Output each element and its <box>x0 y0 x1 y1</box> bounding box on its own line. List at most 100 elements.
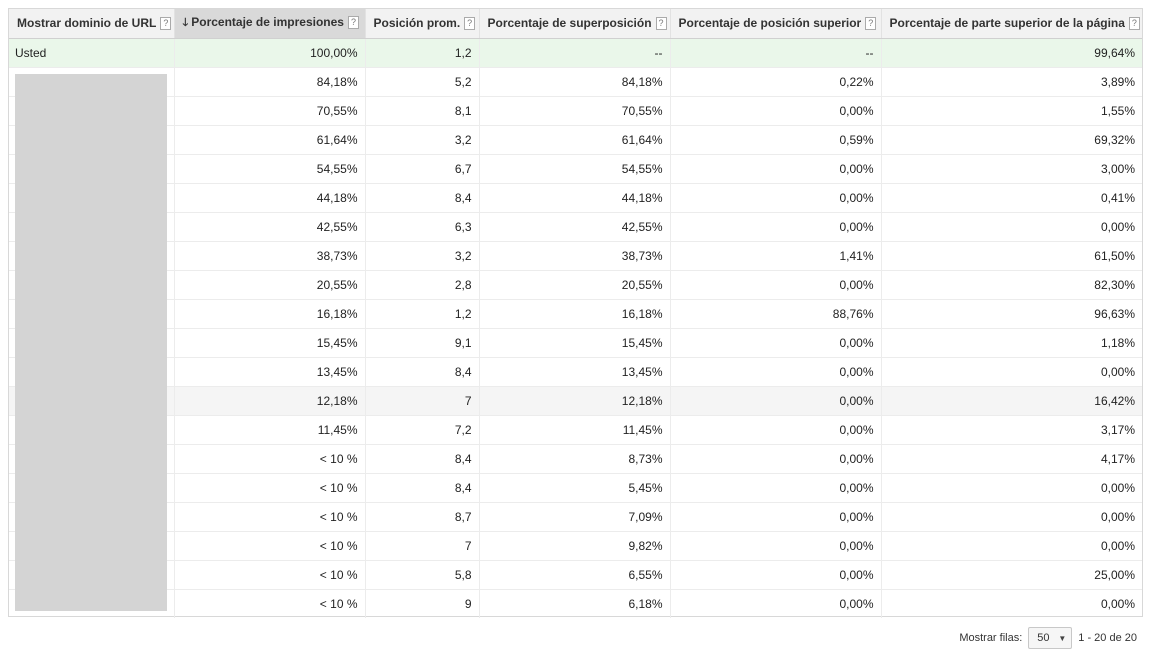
help-icon[interactable]: ? <box>1128 17 1140 31</box>
table-row: 70,55% 8,1 70,55% 0,00% 1,55% <box>9 96 1142 126</box>
cell-top-of-page-rate: 0,00% <box>881 212 1142 242</box>
cell-top-of-page-rate: 99,64% <box>881 38 1142 68</box>
auction-insights-table-container: Mostrar dominio de URL? 🡓 Porcentaje de i… <box>8 8 1143 618</box>
table-row-you: Usted 100,00% 1,2 -- -- 99,64% <box>9 38 1142 68</box>
cell-overlap-rate: 8,73% <box>479 444 671 474</box>
cell-overlap-rate: 15,45% <box>479 328 671 358</box>
cell-overlap-rate: 7,09% <box>479 502 671 532</box>
cell-impression-share: 12,18% <box>174 386 366 416</box>
help-icon[interactable]: ? <box>464 17 476 31</box>
column-header-overlap-rate[interactable]: Porcentaje de superposición? <box>479 9 671 39</box>
table-row: < 10 % 9 6,18% 0,00% 0,00% <box>9 589 1142 618</box>
table-row: 11,45% 7,2 11,45% 0,00% 3,17% <box>9 415 1142 445</box>
cell-overlap-rate: 9,82% <box>479 531 671 561</box>
help-icon[interactable]: ? <box>655 17 667 31</box>
auction-insights-table: Mostrar dominio de URL? 🡓 Porcentaje de i… <box>9 9 1142 618</box>
column-header-impression-share[interactable]: 🡓 Porcentaje de impresiones? <box>174 9 366 39</box>
cell-overlap-rate: 5,45% <box>479 473 671 503</box>
table-row: 38,73% 3,2 38,73% 1,41% 61,50% <box>9 241 1142 271</box>
cell-overlap-rate: 11,45% <box>479 415 671 445</box>
cell-overlap-rate: 38,73% <box>479 241 671 271</box>
cell-avg-position: 1,2 <box>365 299 480 329</box>
cell-avg-position: 5,2 <box>365 67 480 97</box>
cell-position-above-rate: 0,00% <box>670 531 882 561</box>
cell-impression-share: 61,64% <box>174 125 366 155</box>
column-label: Porcentaje de parte superior de la págin… <box>889 16 1125 31</box>
cell-top-of-page-rate: 0,00% <box>1100 596 1135 611</box>
cell-top-of-page-rate: 0,41% <box>881 183 1142 213</box>
cell-overlap-rate: 70,55% <box>479 96 671 126</box>
column-label: Posición prom. <box>373 16 461 31</box>
cell-top-of-page-rate: 16,42% <box>881 386 1142 416</box>
cell-top-of-page-rate: 0,00% <box>881 473 1142 503</box>
cell-impression-share: 20,55% <box>174 270 366 300</box>
column-label: Porcentaje de superposición <box>487 16 652 31</box>
help-icon[interactable]: ? <box>160 17 172 31</box>
cell-impression-share: 13,45% <box>174 357 366 387</box>
rows-per-page-select[interactable]: 50 ▼ <box>1028 627 1073 649</box>
column-header-top-of-page-rate[interactable]: Porcentaje de parte superior de la págin… <box>881 9 1142 39</box>
cell-impression-share: 84,18% <box>174 67 366 97</box>
cell-domain: Usted <box>9 38 175 68</box>
column-header-avg-position[interactable]: Posición prom.? <box>365 9 480 39</box>
cell-position-above-rate: 0,59% <box>670 125 882 155</box>
table-row: < 10 % 8,4 5,45% 0,00% 0,00% <box>9 473 1142 503</box>
cell-avg-position: 8,7 <box>365 502 480 532</box>
cell-impression-share: < 10 % <box>174 531 366 561</box>
cell-top-of-page-rate: 0,00% <box>881 357 1142 387</box>
cell-top-of-page-rate: 61,50% <box>881 241 1142 271</box>
cell-impression-share: 15,45% <box>174 328 366 358</box>
help-icon[interactable]: ? <box>347 15 359 29</box>
header-row: Mostrar dominio de URL? 🡓 Porcentaje de i… <box>9 9 1142 39</box>
cell-overlap-rate: 13,45% <box>479 357 671 387</box>
pagination-range: 1 - 20 de 20 <box>1078 632 1137 644</box>
help-icon[interactable]: ? <box>865 17 877 31</box>
table-row: < 10 % 8,4 8,73% 0,00% 4,17% <box>9 444 1142 474</box>
redacted-domains-block <box>15 74 167 611</box>
table-row: 13,45% 8,4 13,45% 0,00% 0,00% <box>9 357 1142 387</box>
cell-impression-share: 38,73% <box>174 241 366 271</box>
table-row: 61,64% 3,2 61,64% 0,59% 69,32% <box>9 125 1142 155</box>
cell-position-above-rate: 0,00% <box>670 183 882 213</box>
cell-overlap-rate: 6,55% <box>479 560 671 590</box>
cell-top-of-page-rate: 1,18% <box>881 328 1142 358</box>
cell-position-above-rate: 0,00% <box>670 589 882 618</box>
column-label: Porcentaje de impresiones <box>191 14 344 29</box>
cell-position-above-rate: 0,00% <box>670 212 882 242</box>
cell-overlap-rate: 20,55% <box>479 270 671 300</box>
pagination-footer: Mostrar filas: 50 ▼ 1 - 20 de 20 <box>959 626 1137 650</box>
cell-impression-share: < 10 % <box>174 444 366 474</box>
cell-avg-position: 8,4 <box>365 183 480 213</box>
cell-avg-position: 5,8 <box>365 560 480 590</box>
cell-top-of-page-rate: 3,89% <box>881 67 1142 97</box>
cell-overlap-rate: 44,18% <box>479 183 671 213</box>
column-header-position-above-rate[interactable]: Porcentaje de posición superior? <box>670 9 882 39</box>
cell-top-of-page-rate: 1,55% <box>881 96 1142 126</box>
table-row: 54,55% 6,7 54,55% 0,00% 3,00% <box>9 154 1142 184</box>
cell-top-of-page-rate: 82,30% <box>881 270 1142 300</box>
cell-position-above-rate: 88,76% <box>670 299 882 329</box>
cell-avg-position: 2,8 <box>365 270 480 300</box>
cell-overlap-rate: 12,18% <box>479 386 671 416</box>
cell-avg-position: 8,1 <box>365 96 480 126</box>
cell-top-of-page-rate: 0,00% <box>881 531 1142 561</box>
cell-position-above-rate: 0,00% <box>670 444 882 474</box>
table-row: < 10 % 8,7 7,09% 0,00% 0,00% <box>9 502 1142 532</box>
cell-avg-position: 6,7 <box>365 154 480 184</box>
cell-impression-share: 11,45% <box>174 415 366 445</box>
rows-per-page-label: Mostrar filas: <box>959 632 1023 644</box>
rows-per-page-value: 50 <box>1037 632 1050 644</box>
table-row: 15,45% 9,1 15,45% 0,00% 1,18% <box>9 328 1142 358</box>
cell-avg-position: 7,2 <box>365 415 480 445</box>
cell-impression-share: 100,00% <box>174 38 366 68</box>
cell-avg-position: 3,2 <box>365 125 480 155</box>
table-row: 84,18% 5,2 84,18% 0,22% 3,89% <box>9 67 1142 97</box>
cell-top-of-page-rate: 0,00% <box>881 502 1142 532</box>
cell-impression-share: < 10 % <box>174 502 366 532</box>
cell-top-of-page-rate: 25,00% <box>881 560 1142 590</box>
column-header-domain[interactable]: Mostrar dominio de URL? <box>9 9 175 39</box>
arrow-down-icon: 🡓 <box>182 16 189 29</box>
cell-impression-share: 42,55% <box>174 212 366 242</box>
cell-position-above-rate: 0,00% <box>670 415 882 445</box>
cell-avg-position: 8,4 <box>365 473 480 503</box>
